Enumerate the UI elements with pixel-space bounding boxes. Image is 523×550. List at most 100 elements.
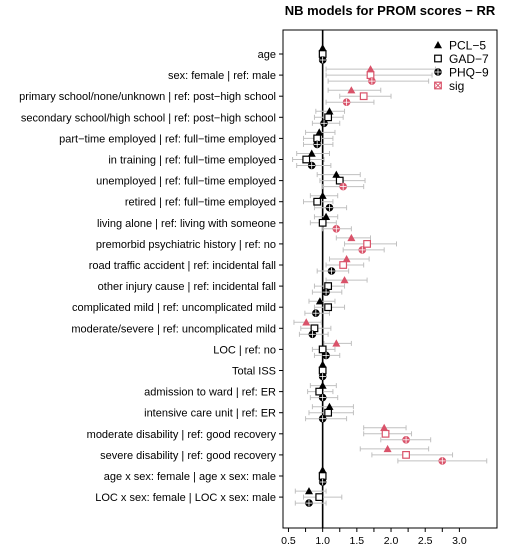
point-1-12 [324,303,333,312]
point-1-5 [302,155,311,164]
point-1-6 [335,176,344,185]
point-1-18 [381,429,390,438]
chart-title: NB models for PROM scores − RR [285,3,496,18]
point-0-12 [315,297,324,305]
y-tick-label-7: retired | ref: full−time employed [125,197,276,209]
legend-marker-3-diag2 [434,81,442,90]
errorbar-0-19 [359,446,430,452]
point-1-14 [318,345,327,354]
point-0-17 [325,402,334,410]
point-0-7 [318,191,327,199]
point-2-4 [313,140,321,149]
point-2-10 [327,267,336,275]
y-tick-label-17: intensive care unit | ref: ER [144,408,276,420]
point-1-8 [318,218,327,227]
point-0-9 [347,233,356,242]
point-1-1 [366,71,375,80]
point-1-21 [315,493,324,501]
x-tick-label-0: 0.5 [281,535,296,547]
point-2-20 [318,478,327,486]
points-layer [302,44,447,507]
y-tick-label-4: part−time employed | ref: full−time empl… [59,133,276,145]
y-tick-label-2: primary school/none/unknown | ref: post−… [19,91,276,103]
y-tick-label-0: age [258,49,276,61]
point-2-1 [368,77,376,85]
point-1-3 [324,113,333,122]
point-2-5 [307,161,316,170]
point-2-17 [318,414,327,423]
legend-marker-2 [434,68,442,76]
errorbar-1-1 [325,72,433,78]
point-0-11 [340,276,349,284]
point-2-8 [332,225,341,233]
y-tick-label-11: other injury cause | ref: incidental fal… [98,281,276,293]
point-1-7 [313,197,322,206]
y-tick-label-3: secondary school/high school | ref: post… [21,112,276,124]
point-1-10 [339,261,348,269]
point-0-16 [318,381,327,389]
point-1-17 [324,408,333,417]
x-tick-label-8: 2.5 [418,535,433,547]
x-axis: 0.5 1.0 1.5 2.0 2.5 3.0 [281,528,467,547]
y-tick-label-6: unemployed | ref: full−time employed [96,176,276,188]
point-0-5 [307,149,316,157]
point-2-11 [322,288,330,296]
point-0-0 [318,44,327,52]
point-0-8 [322,212,331,220]
point-0-4 [315,128,324,136]
errorbar-2-1 [327,78,430,84]
y-axis: age sex: female | ref: male primary school… [19,49,283,504]
point-2-3 [320,119,328,128]
point-0-15 [318,360,327,368]
errorbar-layer [292,66,488,506]
y-tick-label-15: Total ISS [232,366,276,378]
plot-frame [282,29,498,529]
y-tick-label-5: in training | ref: full−time employed [108,155,276,167]
legend-label-2: PHQ−9 [449,66,489,80]
point-2-12 [312,309,320,318]
point-0-21 [304,487,313,495]
legend-label-3: sig [449,79,464,93]
errorbar-0-6 [316,172,361,178]
y-tick-label-8: living alone | ref: living with someone [97,218,276,230]
y-tick-label-14: LOC | ref: no [213,344,276,356]
point-2-18 [402,436,410,444]
y-tick-label-10: road traffic accident | ref: incidental … [89,260,276,272]
point-0-13 [302,318,311,326]
point-0-10 [342,255,351,263]
point-2-13 [308,330,317,339]
y-tick-label-18: moderate disability | ref: good recovery [87,429,277,441]
x-tick-label-6: 2.0 [384,535,399,547]
point-0-6 [332,170,341,178]
point-0-1 [366,65,375,73]
y-tick-label-13: moderate/severe | ref: uncomplicated mil… [71,323,276,335]
legend-marker-0 [434,41,442,49]
point-2-21 [305,499,313,507]
legend-label-1: GAD−7 [449,52,489,66]
point-1-19 [402,451,410,459]
errorbar-0-17 [311,404,354,410]
legend-label-0: PCL−5 [449,39,486,53]
errorbar-0-10 [328,256,370,262]
point-1-16 [315,387,324,396]
y-tick-label-20: age x sex: female | age x sex: male [104,471,276,483]
y-tick-label-1: sex: female | ref: male [168,70,276,82]
point-0-2 [347,86,356,94]
y-tick-label-19: severe disability | ref: good recovery [100,450,276,462]
y-tick-label-16: admission to ward | ref: ER [144,387,276,399]
y-tick-label-21: LOC x sex: female | LOC x sex: male [95,492,276,504]
point-2-14 [322,351,330,360]
x-tick-label-4: 1.5 [350,535,365,547]
legend-marker-1 [434,54,442,63]
y-tick-label-9: premorbid psychiatric history | ref: no [96,239,276,251]
point-2-2 [342,98,351,106]
point-2-9 [358,246,367,254]
point-2-16 [318,393,327,402]
legend-marker-3 [434,81,442,90]
point-2-0 [318,56,327,64]
point-0-3 [325,107,334,115]
errorbar-1-19 [371,452,454,458]
point-2-15 [318,372,327,381]
point-1-2 [359,92,368,101]
